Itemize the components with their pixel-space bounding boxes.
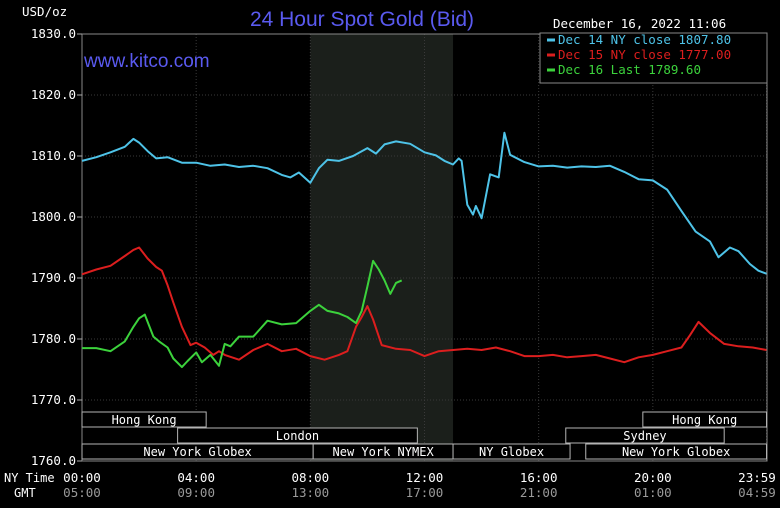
session-label: Sydney bbox=[623, 429, 666, 443]
x-tick-label-ny: 16:00 bbox=[520, 470, 558, 485]
y-tick-label: 1780.0 bbox=[31, 331, 76, 346]
legend-box bbox=[539, 32, 768, 84]
y-tick-label: 1760.0 bbox=[31, 453, 76, 468]
x-tick-label-gmt: 04:59 bbox=[738, 485, 776, 500]
session-box bbox=[452, 443, 571, 460]
chart-title: 24 Hour Spot Gold (Bid) bbox=[250, 8, 474, 31]
series-line-3 bbox=[82, 259, 403, 369]
market-session-boxes: Hong Kong Hong Kong London Sydney New York G… bbox=[81, 411, 768, 460]
session-box bbox=[81, 411, 207, 428]
session-box bbox=[177, 427, 418, 444]
legend-entry: Dec 14 NY close 1807.80 bbox=[558, 32, 731, 47]
session-label: Hong Kong bbox=[112, 413, 177, 427]
series-line-2 bbox=[81, 246, 767, 364]
x-tick-label-ny: 20:00 bbox=[634, 470, 672, 485]
legend-entry: Dec 15 NY close 1777.00 bbox=[558, 47, 731, 62]
x-tick-label-ny: 23:59 bbox=[738, 470, 776, 485]
x-tick-label-ny: 12:00 bbox=[406, 470, 444, 485]
y-tick-label: 1830.0 bbox=[31, 26, 76, 41]
kitco-watermark: www.kitco.com bbox=[83, 51, 210, 72]
session-box bbox=[585, 443, 768, 460]
session-label: New York NYMEX bbox=[333, 445, 435, 459]
plot-frame bbox=[81, 33, 768, 462]
timestamp: December 16, 2022 11:06 bbox=[553, 16, 726, 31]
legend-entry: Dec 16 Last 1789.60 bbox=[558, 62, 701, 77]
y-tick-label: 1810.0 bbox=[31, 148, 76, 163]
x-tick-label-gmt: 09:00 bbox=[177, 485, 215, 500]
session-label: New York Globex bbox=[622, 445, 730, 459]
x-tick-label-gmt: 17:00 bbox=[406, 485, 444, 500]
session-label: London bbox=[276, 429, 319, 443]
session-box bbox=[565, 427, 725, 444]
ny-time-row-label: NY Time bbox=[4, 471, 55, 485]
x-tick-label-ny: 08:00 bbox=[292, 470, 330, 485]
y-tick-label: 1770.0 bbox=[31, 392, 76, 407]
session-label: NY Globex bbox=[479, 445, 544, 459]
y-tick-label: 1790.0 bbox=[31, 270, 76, 285]
x-tick-label-gmt: 05:00 bbox=[63, 485, 101, 500]
plot-border bbox=[81, 33, 768, 462]
x-tick-label-gmt: 13:00 bbox=[292, 485, 330, 500]
y-tick-label: 1820.0 bbox=[31, 87, 76, 102]
y-axis-label: USD/oz bbox=[22, 4, 67, 19]
x-tick-label-gmt: 21:00 bbox=[520, 485, 558, 500]
y-tick-labels: 1830.0 1820.0 1810.0 1800.0 1790.0 1780.0 1770… bbox=[31, 26, 82, 468]
x-tick-label-gmt: 01:00 bbox=[634, 485, 672, 500]
session-box bbox=[642, 411, 768, 428]
y-tick-label: 1800.0 bbox=[31, 209, 76, 224]
price-series bbox=[81, 131, 767, 369]
gmt-row-label: GMT bbox=[14, 486, 36, 500]
session-label: New York Globex bbox=[143, 445, 251, 459]
series-line-1 bbox=[81, 131, 767, 275]
session-label: Hong Kong bbox=[672, 413, 737, 427]
x-tick-label-ny: 00:00 bbox=[63, 470, 101, 485]
x-tick-label-ny: 04:00 bbox=[177, 470, 215, 485]
ny-session-shade bbox=[310, 34, 454, 461]
